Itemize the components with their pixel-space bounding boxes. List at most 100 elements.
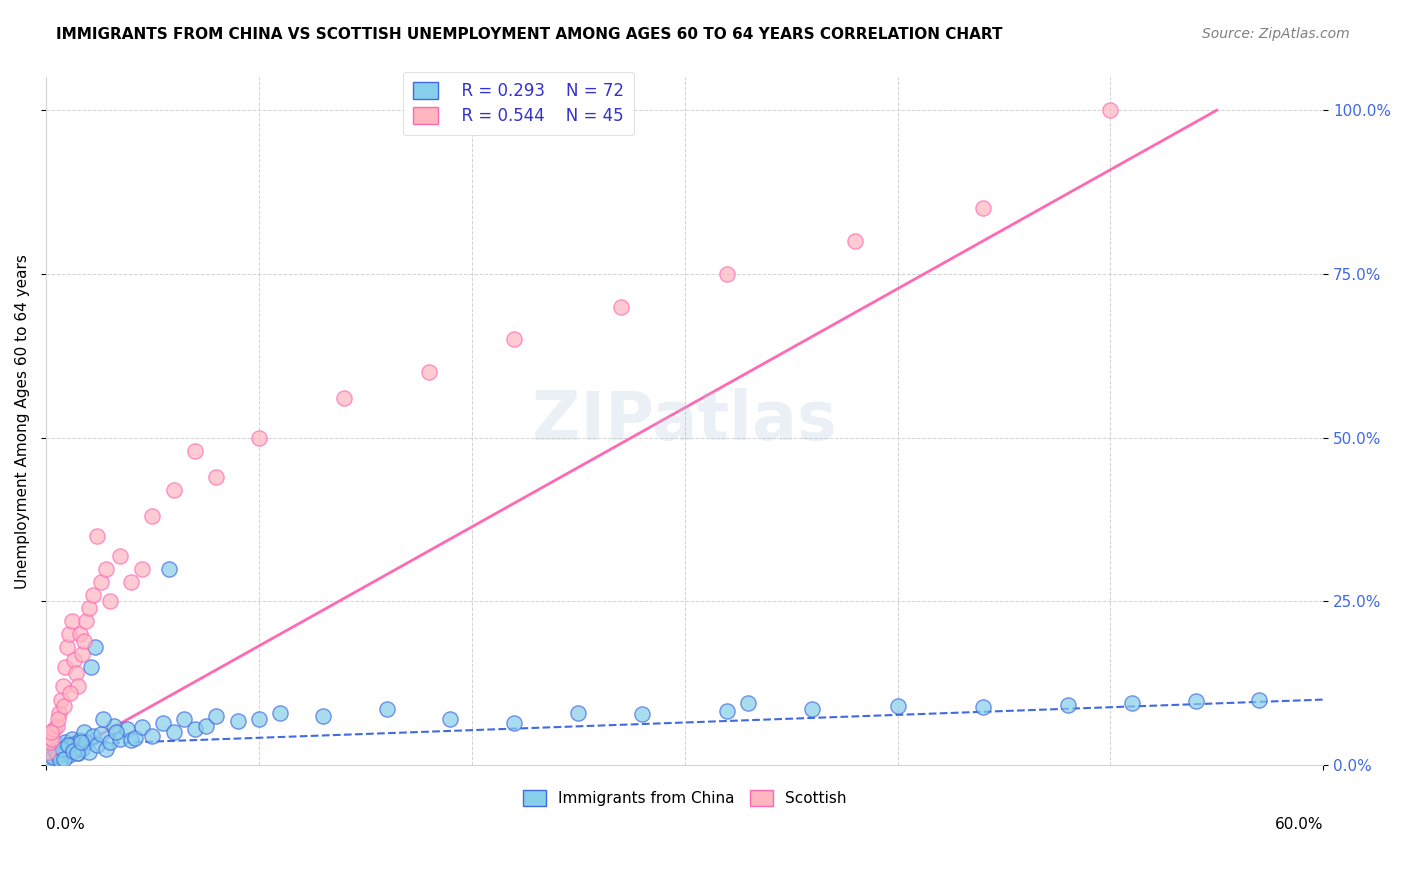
Point — [131, 720, 153, 734]
Point — [60, 731, 83, 746]
Point — [115, 722, 138, 736]
Legend: Immigrants from China, Scottish: Immigrants from China, Scottish — [517, 784, 852, 813]
Point — [159, 561, 181, 575]
Point — [503, 715, 526, 730]
Point — [59, 686, 82, 700]
Point — [375, 702, 398, 716]
Point — [58, 627, 80, 641]
Point — [269, 706, 291, 720]
Point — [84, 640, 107, 655]
Point — [56, 739, 79, 754]
Point — [49, 744, 72, 758]
Point — [844, 234, 866, 248]
Point — [610, 300, 633, 314]
Point — [45, 741, 67, 756]
Point — [41, 731, 63, 746]
Point — [77, 745, 100, 759]
Point — [194, 719, 217, 733]
Point — [82, 588, 104, 602]
Point — [75, 735, 97, 749]
Text: Source: ZipAtlas.com: Source: ZipAtlas.com — [1202, 27, 1350, 41]
Point — [65, 666, 87, 681]
Point — [62, 653, 84, 667]
Point — [37, 745, 59, 759]
Point — [110, 549, 132, 563]
Point — [38, 751, 60, 765]
Point — [124, 731, 146, 745]
Point — [45, 719, 67, 733]
Point — [53, 699, 76, 714]
Point — [52, 680, 75, 694]
Point — [131, 561, 153, 575]
Point — [44, 746, 66, 760]
Point — [972, 202, 994, 216]
Point — [184, 443, 207, 458]
Point — [49, 692, 72, 706]
Point — [716, 267, 738, 281]
Point — [75, 614, 97, 628]
Point — [70, 735, 93, 749]
Point — [66, 746, 89, 760]
Point — [972, 700, 994, 714]
Point — [86, 739, 108, 753]
Point — [60, 614, 83, 628]
Point — [70, 742, 93, 756]
Text: 0.0%: 0.0% — [46, 817, 84, 832]
Point — [205, 470, 228, 484]
Point — [42, 750, 65, 764]
Point — [94, 561, 117, 575]
Point — [886, 699, 908, 714]
Point — [39, 748, 62, 763]
Point — [98, 735, 121, 749]
Point — [44, 722, 66, 736]
Point — [53, 751, 76, 765]
Y-axis label: Unemployment Among Ages 60 to 64 years: Unemployment Among Ages 60 to 64 years — [15, 254, 30, 589]
Point — [226, 714, 249, 728]
Point — [62, 744, 84, 758]
Point — [46, 748, 69, 763]
Point — [70, 647, 93, 661]
Point — [716, 704, 738, 718]
Point — [152, 715, 174, 730]
Text: 60.0%: 60.0% — [1275, 817, 1323, 832]
Point — [103, 719, 125, 733]
Point — [567, 706, 589, 720]
Point — [66, 746, 89, 760]
Point — [1184, 694, 1206, 708]
Point — [90, 726, 112, 740]
Point — [141, 509, 163, 524]
Point — [163, 725, 186, 739]
Point — [39, 735, 62, 749]
Point — [66, 680, 89, 694]
Point — [82, 729, 104, 743]
Point — [51, 741, 73, 756]
Point — [98, 594, 121, 608]
Point — [65, 741, 87, 756]
Text: IMMIGRANTS FROM CHINA VS SCOTTISH UNEMPLOYMENT AMONG AGES 60 TO 64 YEARS CORRELA: IMMIGRANTS FROM CHINA VS SCOTTISH UNEMPL… — [56, 27, 1002, 42]
Point — [163, 483, 186, 497]
Point — [205, 709, 228, 723]
Point — [105, 725, 128, 739]
Point — [333, 392, 356, 406]
Point — [69, 733, 91, 747]
Point — [48, 706, 70, 720]
Point — [46, 712, 69, 726]
Point — [93, 712, 115, 726]
Point — [141, 729, 163, 743]
Point — [86, 529, 108, 543]
Point — [62, 737, 84, 751]
Point — [418, 365, 440, 379]
Point — [1249, 692, 1271, 706]
Point — [49, 753, 72, 767]
Point — [173, 712, 195, 726]
Point — [90, 574, 112, 589]
Point — [41, 745, 63, 759]
Point — [184, 722, 207, 736]
Point — [1099, 103, 1122, 118]
Point — [120, 733, 142, 747]
Point — [39, 755, 62, 769]
Point — [1121, 696, 1143, 710]
Point — [56, 640, 79, 655]
Point — [48, 739, 70, 753]
Point — [439, 712, 461, 726]
